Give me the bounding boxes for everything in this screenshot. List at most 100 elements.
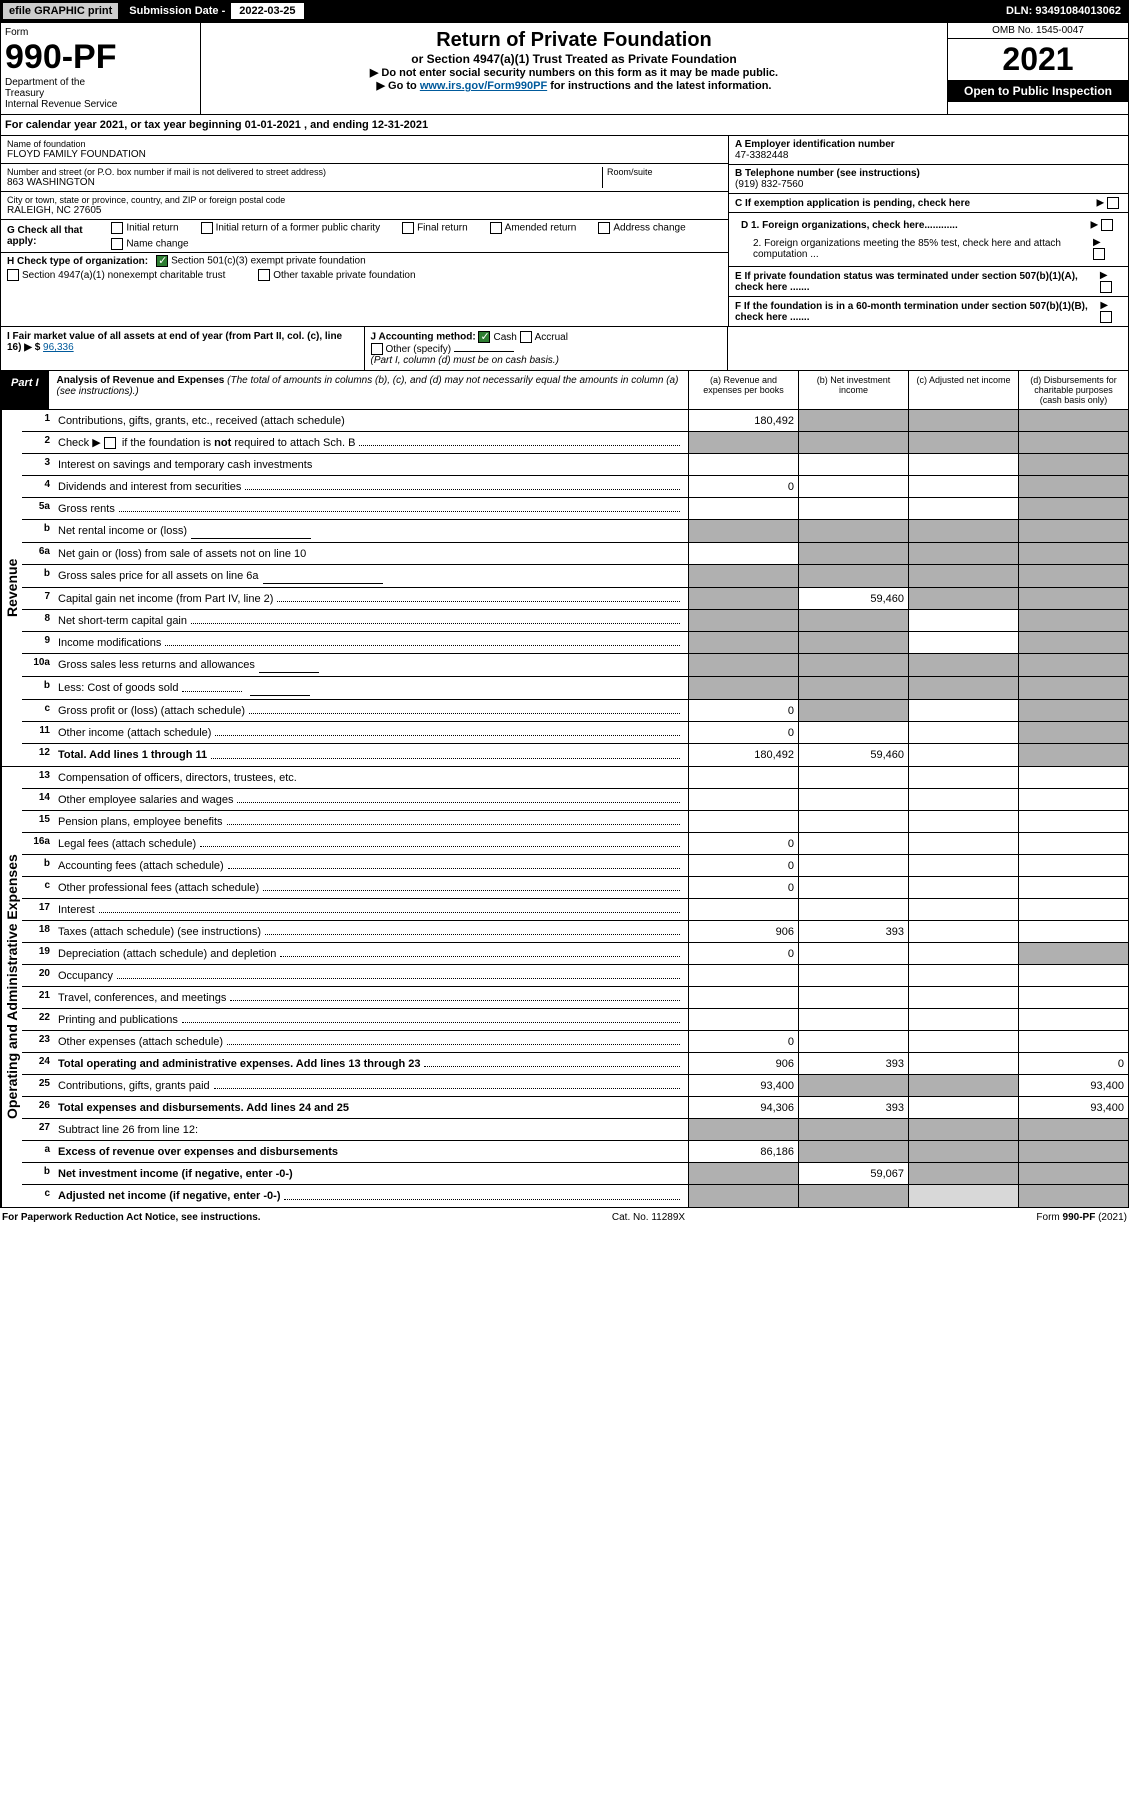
row-26: 26Total expenses and disbursements. Add …: [22, 1097, 1128, 1119]
accounting-method-cell: J Accounting method: Cash Accrual Other …: [365, 327, 729, 370]
d1-checkbox[interactable]: [1101, 219, 1113, 231]
col-c-header: (c) Adjusted net income: [908, 371, 1018, 409]
ein-cell: A Employer identification number 47-3382…: [729, 136, 1128, 165]
i-j-row: I Fair market value of all assets at end…: [0, 327, 1129, 371]
g-initial-return[interactable]: Initial return: [111, 222, 178, 234]
row-27b: bNet investment income (if negative, ent…: [22, 1163, 1128, 1185]
row-27: 27Subtract line 26 from line 12:: [22, 1119, 1128, 1141]
phone-cell: B Telephone number (see instructions) (9…: [729, 165, 1128, 194]
row-6b-input[interactable]: [263, 568, 383, 584]
form-title-block: Return of Private Foundation or Section …: [201, 23, 948, 114]
row-21: 21Travel, conferences, and meetings: [22, 987, 1128, 1009]
row-10b: bLess: Cost of goods sold: [22, 677, 1128, 700]
row-1: 1Contributions, gifts, grants, etc., rec…: [22, 410, 1128, 432]
g-initial-former[interactable]: Initial return of a former public charit…: [201, 222, 381, 234]
row-25: 25Contributions, gifts, grants paid93,40…: [22, 1075, 1128, 1097]
row-16b: bAccounting fees (attach schedule)0: [22, 855, 1128, 877]
inspection-badge: Open to Public Inspection: [948, 80, 1128, 102]
form-subtitle: or Section 4947(a)(1) Trust Treated as P…: [207, 52, 941, 66]
j-accrual[interactable]: Accrual: [520, 332, 568, 343]
fmv-cell: I Fair market value of all assets at end…: [1, 327, 365, 370]
part1-desc: Analysis of Revenue and Expenses (The to…: [49, 371, 688, 409]
dept-text: Department of theTreasuryInternal Revenu…: [5, 77, 196, 110]
schb-checkbox[interactable]: [104, 437, 116, 449]
room-label: Room/suite: [607, 167, 722, 177]
irs-link[interactable]: www.irs.gov/Form990PF: [420, 80, 547, 92]
entity-left: Name of foundation FLOYD FAMILY FOUNDATI…: [1, 136, 728, 326]
col-b-header: (b) Net investment income: [798, 371, 908, 409]
row-6a: 6aNet gain or (loss) from sale of assets…: [22, 543, 1128, 565]
year-block: OMB No. 1545-0047 2021 Open to Public In…: [948, 23, 1128, 114]
entity-right: A Employer identification number 47-3382…: [728, 136, 1128, 326]
col-a-header: (a) Revenue and expenses per books: [688, 371, 798, 409]
j-other[interactable]: Other (specify): [371, 344, 452, 355]
h-501c3[interactable]: Section 501(c)(3) exempt private foundat…: [156, 255, 366, 267]
fmv-link[interactable]: 96,336: [43, 342, 74, 353]
f-checkbox[interactable]: [1100, 311, 1112, 323]
d2-checkbox[interactable]: [1093, 248, 1105, 260]
row-9: 9Income modifications: [22, 632, 1128, 654]
form-note1: ▶ Do not enter social security numbers o…: [207, 66, 941, 79]
row-3: 3Interest on savings and temporary cash …: [22, 454, 1128, 476]
row-16c: cOther professional fees (attach schedul…: [22, 877, 1128, 899]
d-row: D 1. Foreign organizations, check here..…: [729, 213, 1128, 267]
tax-year: 2021: [948, 39, 1128, 80]
revenue-side-label: Revenue: [1, 410, 22, 766]
row-10b-input[interactable]: [250, 680, 310, 696]
row-5b-input[interactable]: [191, 523, 311, 539]
g-name-change[interactable]: Name change: [111, 238, 188, 250]
c-row: C If exemption application is pending, c…: [729, 194, 1128, 213]
h-other-taxable[interactable]: Other taxable private foundation: [258, 270, 415, 281]
form-id-block: Form 990-PF Department of theTreasuryInt…: [1, 23, 201, 114]
row-20: 20Occupancy: [22, 965, 1128, 987]
revenue-section: Revenue 1Contributions, gifts, grants, e…: [0, 410, 1129, 767]
row-6b: bGross sales price for all assets on lin…: [22, 565, 1128, 588]
row-5a: 5aGross rents: [22, 498, 1128, 520]
row-15: 15Pension plans, employee benefits: [22, 811, 1128, 833]
row-16a: 16aLegal fees (attach schedule)0: [22, 833, 1128, 855]
row-12: 12Total. Add lines 1 through 11180,49259…: [22, 744, 1128, 766]
row-19: 19Depreciation (attach schedule) and dep…: [22, 943, 1128, 965]
row-10c: cGross profit or (loss) (attach schedule…: [22, 700, 1128, 722]
f-row: F If the foundation is in a 60-month ter…: [729, 297, 1128, 326]
part1-label: Part I: [1, 371, 49, 409]
omb-number: OMB No. 1545-0047: [948, 23, 1128, 39]
g-final-return[interactable]: Final return: [402, 222, 468, 234]
e-row: E If private foundation status was termi…: [729, 267, 1128, 297]
row-24: 24Total operating and administrative exp…: [22, 1053, 1128, 1075]
expenses-side-label: Operating and Administrative Expenses: [1, 767, 22, 1207]
g-amended-return[interactable]: Amended return: [490, 222, 577, 234]
row-7: 7Capital gain net income (from Part IV, …: [22, 588, 1128, 610]
row-14: 14Other employee salaries and wages: [22, 789, 1128, 811]
form-header: Form 990-PF Department of theTreasuryInt…: [0, 22, 1129, 115]
f-cell-dup: [728, 327, 1128, 370]
row-10a-input[interactable]: [259, 657, 319, 673]
entity-info-grid: Name of foundation FLOYD FAMILY FOUNDATI…: [0, 136, 1129, 327]
column-headers: (a) Revenue and expenses per books (b) N…: [688, 371, 1128, 409]
j-cash[interactable]: Cash: [478, 332, 516, 343]
street-address: 863 WASHINGTON: [7, 177, 602, 188]
footer-form: Form 990-PF (2021): [1036, 1212, 1127, 1223]
form-label: Form: [5, 27, 196, 38]
row-27c: cAdjusted net income (if negative, enter…: [22, 1185, 1128, 1207]
h-4947[interactable]: Section 4947(a)(1) nonexempt charitable …: [7, 270, 225, 281]
form-number: 990-PF: [5, 38, 196, 77]
part1-header: Part I Analysis of Revenue and Expenses …: [0, 371, 1129, 410]
row-8: 8Net short-term capital gain: [22, 610, 1128, 632]
row-27a: aExcess of revenue over expenses and dis…: [22, 1141, 1128, 1163]
h-check-row: H Check type of organization: Section 50…: [1, 253, 728, 283]
row-23: 23Other expenses (attach schedule)0: [22, 1031, 1128, 1053]
c-checkbox[interactable]: [1107, 197, 1119, 209]
address-cell: Number and street (or P.O. box number if…: [1, 164, 728, 192]
e-checkbox[interactable]: [1100, 281, 1112, 293]
g-address-change[interactable]: Address change: [598, 222, 685, 234]
sub-date-value: 2022-03-25: [231, 3, 303, 19]
row-4: 4Dividends and interest from securities0: [22, 476, 1128, 498]
revenue-rows: 1Contributions, gifts, grants, etc., rec…: [22, 410, 1128, 766]
foundation-name: FLOYD FAMILY FOUNDATION: [7, 149, 722, 160]
footer-left: For Paperwork Reduction Act Notice, see …: [2, 1212, 261, 1223]
row-22: 22Printing and publications: [22, 1009, 1128, 1031]
row-11: 11Other income (attach schedule)0: [22, 722, 1128, 744]
foundation-name-cell: Name of foundation FLOYD FAMILY FOUNDATI…: [1, 136, 728, 164]
efile-btn[interactable]: efile GRAPHIC print: [2, 2, 119, 20]
